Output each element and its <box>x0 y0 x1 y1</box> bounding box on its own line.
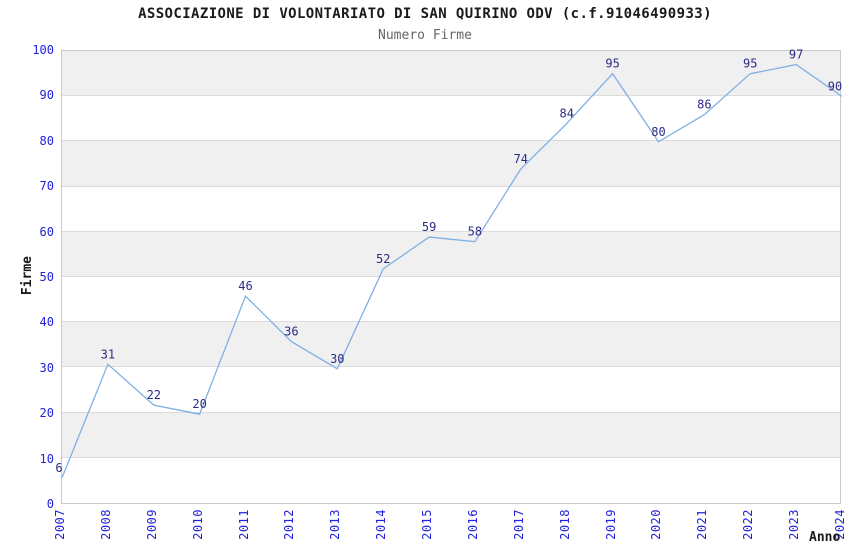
point-label: 22 <box>147 388 161 402</box>
y-tick-label: 100 <box>32 43 54 57</box>
y-tick-label: 70 <box>39 179 54 194</box>
x-tick-label: 2021 <box>695 509 710 540</box>
gridline <box>62 95 840 97</box>
plot-area: 6 31 22 20 46 36 30 52 59 58 74 84 95 80 86 95 97 90 <box>55 48 843 504</box>
x-tick-label: 2011 <box>236 509 251 540</box>
plot-band <box>62 412 840 458</box>
x-tick-label: 2012 <box>282 509 297 540</box>
y-tick-label: 30 <box>39 360 54 375</box>
x-tick-label: 2014 <box>374 509 389 540</box>
plot-band <box>62 51 840 97</box>
y-tick-label: 50 <box>39 270 54 284</box>
gridline <box>62 230 840 232</box>
point-label: 6 <box>55 461 62 475</box>
point-label: 74 <box>514 152 528 166</box>
y-tick-label: 40 <box>39 315 54 330</box>
y-tick-label: 60 <box>39 224 54 239</box>
x-tick-label: 2007 <box>53 509 67 540</box>
chart-title: ASSOCIAZIONE DI VOLONTARIATO DI SAN QUIR… <box>138 6 712 22</box>
x-tick-label: 2019 <box>603 509 618 540</box>
y-tick-label: 10 <box>39 451 54 466</box>
plot-band <box>62 141 840 187</box>
point-label: 36 <box>284 325 298 339</box>
point-label: 52 <box>376 252 390 266</box>
point-label: 90 <box>828 79 842 93</box>
gridline <box>62 185 840 187</box>
point-label: 95 <box>743 57 757 71</box>
x-tick-label: 2022 <box>741 509 756 540</box>
x-tick-label: 2010 <box>190 509 205 540</box>
x-tick-label: 2013 <box>328 509 343 540</box>
series-line <box>61 63 843 479</box>
x-tick-label: 2018 <box>557 509 572 540</box>
point-label: 46 <box>238 279 252 293</box>
x-axis-label: Anno <box>809 530 841 545</box>
y-tick-label: 0 <box>46 497 54 511</box>
point-label: 20 <box>192 397 206 411</box>
gridline <box>62 276 840 277</box>
point-label: 30 <box>330 352 344 366</box>
point-label: 31 <box>101 347 115 361</box>
gridline <box>62 411 840 413</box>
x-tick-label: 2008 <box>98 509 113 540</box>
x-tick-label: 2015 <box>420 509 435 540</box>
gridline <box>62 321 840 323</box>
point-label: 59 <box>422 220 436 234</box>
point-label: 84 <box>559 107 573 121</box>
x-tick-label: 2016 <box>465 509 480 540</box>
point-label: 95 <box>605 57 619 71</box>
point-label: 86 <box>697 98 711 112</box>
x-tick-label: 2020 <box>649 509 664 540</box>
y-tick-label: 20 <box>39 406 54 421</box>
point-label: 97 <box>789 48 803 62</box>
x-tick-label: 2009 <box>144 509 159 540</box>
gridline <box>62 140 840 142</box>
y-tick-label: 90 <box>39 88 54 103</box>
x-tick-label: 2017 <box>511 509 526 540</box>
line-chart-svg: 6 31 22 20 46 36 30 52 59 58 74 84 95 80 86 95 97 90 <box>55 48 843 479</box>
chart-subtitle: Numero Firme <box>378 28 472 43</box>
gridline <box>62 366 840 368</box>
plot-band <box>62 322 840 368</box>
gridline <box>62 456 840 458</box>
x-tick-label: 2023 <box>787 509 802 540</box>
point-label: 80 <box>651 125 665 139</box>
point-label: 58 <box>468 225 482 239</box>
y-tick-label: 80 <box>39 133 54 148</box>
